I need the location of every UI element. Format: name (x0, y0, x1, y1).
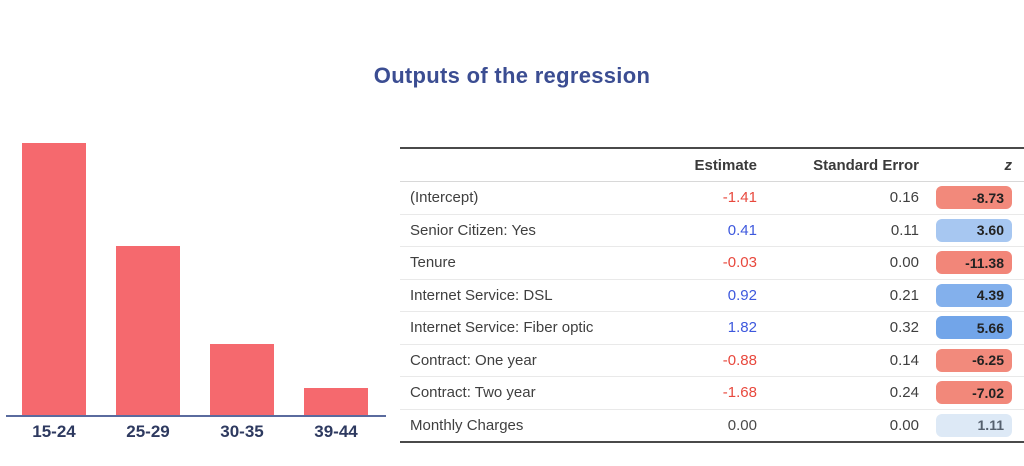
estimate-cell: -1.41 (722, 189, 757, 207)
std-error-cell: 0.14 (889, 351, 919, 369)
table-row: Contract: One year -0.88 0.14 -6.25 (400, 345, 1024, 377)
row-label-cell: Internet Service: DSL (410, 286, 553, 304)
std-error-cell: 0.24 (889, 384, 919, 402)
estimate-cell: -1.68 (722, 384, 757, 402)
row-label-cell: (Intercept) (410, 189, 479, 207)
table-row: Senior Citizen: Yes 0.41 0.11 3.60 (400, 215, 1024, 247)
z-cell: -7.02 (919, 381, 1024, 405)
z-badge: -8.73 (936, 186, 1012, 210)
z-badge: -11.38 (936, 251, 1012, 275)
std-error-cell: 0.00 (889, 416, 919, 434)
bar-chart: 15-24 25-29 30-35 39-44 (6, 143, 386, 450)
z-cell: 3.60 (919, 218, 1024, 242)
page-title: Outputs of the regression (373, 63, 651, 88)
z-cell: 1.11 (919, 413, 1024, 437)
table-row: Tenure -0.03 0.00 -11.38 (400, 247, 1024, 280)
estimate-cell: 0.00 (727, 416, 757, 434)
estimate-cell: 1.82 (727, 319, 757, 337)
z-cell: 5.66 (919, 316, 1024, 340)
bar (116, 246, 180, 415)
table-body: (Intercept) -1.41 0.16 -8.73 Senior Citizen:… (400, 182, 1024, 441)
bar (22, 143, 86, 415)
header-z: z (1004, 156, 1013, 174)
z-cell: -8.73 (919, 186, 1024, 210)
estimate-cell: 0.92 (727, 286, 757, 304)
z-badge: 3.60 (936, 218, 1012, 242)
row-label-cell: Senior Citizen: Yes (410, 221, 536, 239)
estimate-cell: 0.41 (727, 221, 757, 239)
row-label-cell: Internet Service: Fiber optic (410, 319, 594, 337)
table-row: (Intercept) -1.41 0.16 -8.73 (400, 182, 1024, 215)
row-label-cell: Contract: One year (410, 351, 537, 369)
std-error-cell: 0.32 (889, 319, 919, 337)
x-axis-label: 15-24 (32, 422, 76, 441)
table-row: Contract: Two year -1.68 0.24 -7.02 (400, 377, 1024, 410)
std-error-cell: 0.16 (889, 189, 919, 207)
header-estimate: Estimate (694, 156, 757, 174)
bar-chart-x-axis: 15-24 25-29 30-35 39-44 (6, 422, 386, 450)
table-row: Internet Service: Fiber optic 1.82 0.32 5.6… (400, 312, 1024, 345)
estimate-cell: -0.03 (722, 254, 757, 272)
z-cell: 4.39 (919, 283, 1024, 307)
bar (304, 388, 368, 415)
bar-chart-plot (6, 143, 386, 417)
table-header-row: Estimate Standard Error z (400, 149, 1024, 182)
estimate-cell: -0.88 (722, 351, 757, 369)
std-error-cell: 0.00 (889, 254, 919, 272)
x-axis-label: 25-29 (126, 422, 170, 441)
z-cell: -11.38 (919, 251, 1024, 275)
z-badge: 5.66 (936, 316, 1012, 340)
z-cell: -6.25 (919, 348, 1024, 372)
z-badge: 1.11 (936, 413, 1012, 437)
row-label-cell: Tenure (410, 254, 456, 272)
std-error-cell: 0.11 (890, 221, 919, 239)
z-badge: -6.25 (936, 348, 1012, 372)
z-badge: 4.39 (936, 283, 1012, 307)
z-badge: -7.02 (936, 381, 1012, 405)
row-label-cell: Monthly Charges (410, 416, 524, 434)
regression-table: Estimate Standard Error z (Intercept) -1.… (400, 147, 1024, 443)
std-error-cell: 0.21 (889, 286, 919, 304)
row-label-cell: Contract: Two year (410, 384, 536, 402)
bar (210, 344, 274, 415)
header-standard-error: Standard Error (813, 156, 919, 174)
x-axis-label: 30-35 (220, 422, 264, 441)
x-axis-label: 39-44 (314, 422, 358, 441)
table-row: Monthly Charges 0.00 0.00 1.11 (400, 410, 1024, 442)
table-row: Internet Service: DSL 0.92 0.21 4.39 (400, 280, 1024, 312)
